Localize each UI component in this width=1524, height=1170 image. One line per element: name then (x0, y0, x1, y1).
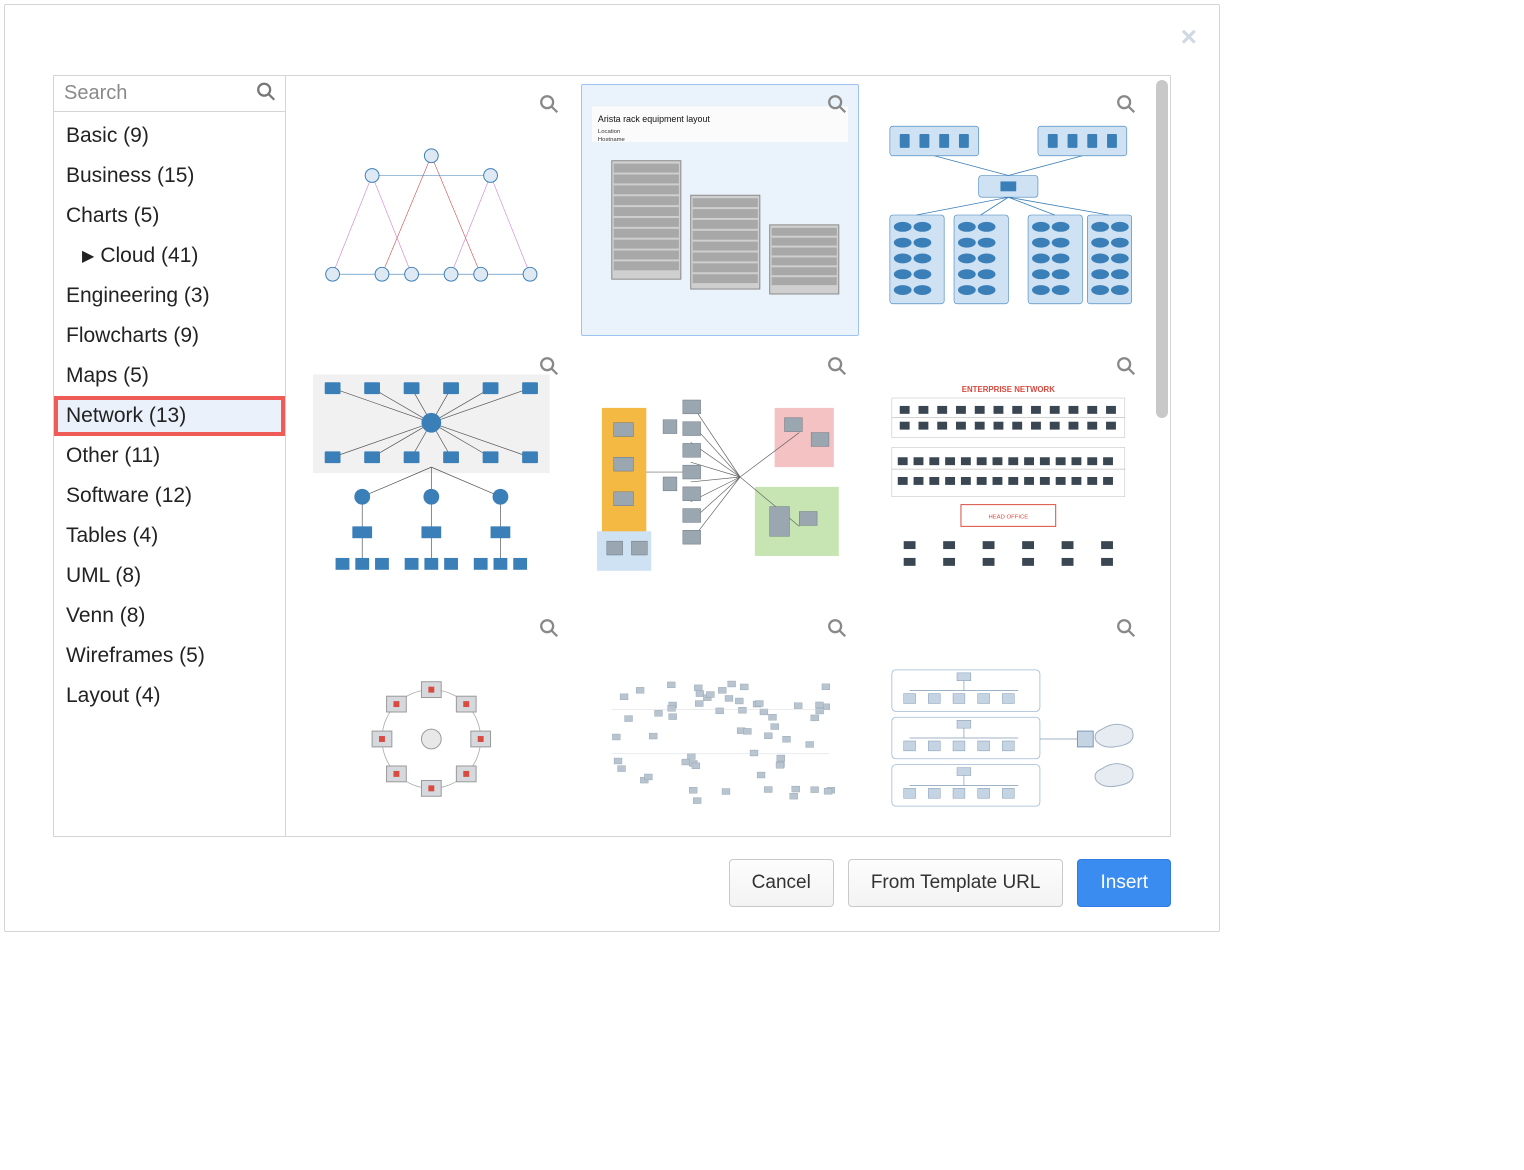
category-item-engineering[interactable]: Engineering (3) (54, 276, 285, 316)
magnify-icon[interactable] (826, 355, 848, 382)
svg-text:Hostname: Hostname (598, 137, 626, 143)
category-item-tables[interactable]: Tables (4) (54, 516, 285, 556)
search-icon (255, 80, 277, 107)
search-input[interactable] (54, 76, 285, 111)
template-thumbnail (303, 105, 560, 325)
cancel-button[interactable]: Cancel (729, 859, 834, 907)
category-item-network[interactable]: Network (13) (54, 396, 285, 436)
template-thumbnail (592, 629, 849, 836)
template-network-topology-triangles[interactable] (292, 84, 571, 336)
category-item-uml[interactable]: UML (8) (54, 556, 285, 596)
insert-button[interactable]: Insert (1077, 859, 1171, 907)
category-label: Software (12) (66, 484, 192, 508)
svg-text:Location: Location (598, 129, 620, 135)
category-item-layout[interactable]: Layout (4) (54, 676, 285, 716)
close-button[interactable]: × (1181, 23, 1197, 51)
magnify-icon[interactable] (538, 93, 560, 120)
template-network-lan-segments[interactable] (869, 608, 1148, 836)
template-enterprise-network[interactable]: ENTERPRISE NETWORK HEAD OFFICE (869, 346, 1148, 598)
template-thumbnail (880, 105, 1137, 325)
category-label: Tables (4) (66, 524, 158, 548)
category-item-venn[interactable]: Venn (8) (54, 596, 285, 636)
category-label: Layout (4) (66, 684, 161, 708)
category-item-cloud[interactable]: ▶ Cloud (41) (54, 236, 285, 276)
category-list: Basic (9) Business (15) Charts (5) ▶ Cloud (… (54, 112, 285, 836)
template-thumbnail (303, 367, 560, 587)
category-label: Engineering (3) (66, 284, 210, 308)
category-item-other[interactable]: Other (11) (54, 436, 285, 476)
magnify-icon[interactable] (1115, 93, 1137, 120)
template-network-architecture-colored[interactable] (581, 346, 860, 598)
template-thumbnail (880, 629, 1137, 836)
magnify-icon[interactable] (826, 93, 848, 120)
template-arista-rack-layout[interactable]: Arista rack equipment layout Location Ho… (581, 84, 860, 336)
template-network-dots[interactable] (581, 608, 860, 836)
magnify-icon[interactable] (1115, 355, 1137, 382)
category-item-maps[interactable]: Maps (5) (54, 356, 285, 396)
category-item-basic[interactable]: Basic (9) (54, 116, 285, 156)
category-label: Other (11) (66, 444, 160, 468)
template-thumbnail (592, 367, 849, 587)
category-item-flowcharts[interactable]: Flowcharts (9) (54, 316, 285, 356)
category-label: Venn (8) (66, 604, 145, 628)
category-label: UML (8) (66, 564, 141, 588)
svg-text:ENTERPRISE NETWORK: ENTERPRISE NETWORK (962, 385, 1056, 394)
category-item-business[interactable]: Business (15) (54, 156, 285, 196)
magnify-icon[interactable] (826, 617, 848, 644)
from-template-url-button[interactable]: From Template URL (848, 859, 1064, 907)
search-wrap (54, 76, 285, 112)
magnify-icon[interactable] (538, 355, 560, 382)
expand-arrow-icon: ▶ (82, 246, 94, 266)
template-gallery: Arista rack equipment layout Location Ho… (286, 76, 1154, 836)
magnify-icon[interactable] (1115, 617, 1137, 644)
template-thumbnail: Arista rack equipment layout Location Ho… (592, 105, 849, 325)
svg-text:HEAD OFFICE: HEAD OFFICE (989, 514, 1029, 520)
dialog-body: Basic (9) Business (15) Charts (5) ▶ Cloud (… (53, 75, 1171, 837)
dialog-footer: Cancel From Template URL Insert (5, 837, 1219, 931)
gallery-wrap: Arista rack equipment layout Location Ho… (286, 76, 1170, 836)
category-label: Cloud (41) (100, 244, 198, 268)
category-label: Business (15) (66, 164, 194, 188)
scrollbar[interactable] (1156, 80, 1168, 832)
template-thumbnail: ENTERPRISE NETWORK HEAD OFFICE (880, 367, 1137, 587)
scrollbar-thumb[interactable] (1156, 80, 1168, 418)
category-label: Maps (5) (66, 364, 149, 388)
category-label: Charts (5) (66, 204, 159, 228)
template-network-hierarchy-blue[interactable] (869, 84, 1148, 336)
category-label: Flowcharts (9) (66, 324, 199, 348)
template-network-cisco-topology[interactable] (292, 346, 571, 598)
category-label: Wireframes (5) (66, 644, 205, 668)
sidebar: Basic (9) Business (15) Charts (5) ▶ Cloud (… (54, 76, 286, 836)
magnify-icon[interactable] (538, 617, 560, 644)
template-network-ring[interactable] (292, 608, 571, 836)
category-item-charts[interactable]: Charts (5) (54, 196, 285, 236)
svg-text:Arista rack equipment layout: Arista rack equipment layout (598, 114, 711, 124)
category-item-wireframes[interactable]: Wireframes (5) (54, 636, 285, 676)
template-dialog: × Basic (9) Business (15) Charts (5) ▶ Cloud… (4, 4, 1220, 932)
category-item-software[interactable]: Software (12) (54, 476, 285, 516)
category-label: Basic (9) (66, 124, 149, 148)
category-label: Network (13) (66, 404, 186, 428)
template-thumbnail (303, 629, 560, 836)
